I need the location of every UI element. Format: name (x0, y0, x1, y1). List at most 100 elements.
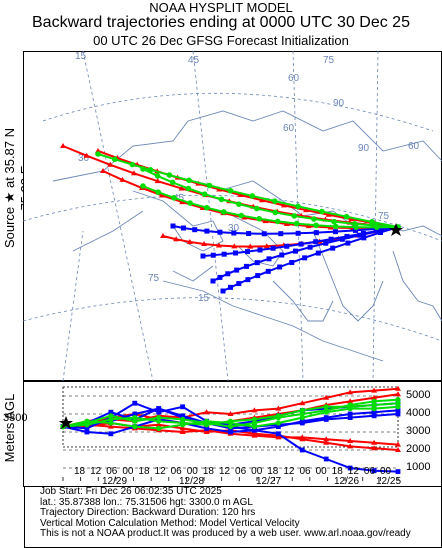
y-tick-label: 4000 (406, 407, 431, 419)
x-hour-tick-label: 12 (218, 466, 231, 477)
map-trajectory-point (295, 203, 301, 210)
map-trajectory-point (140, 183, 146, 189)
map-trajectory-point (179, 199, 186, 205)
vertical-point (155, 421, 162, 427)
vertical-point (347, 443, 354, 449)
vertical-point (395, 469, 401, 474)
map-trajectory-point (279, 252, 285, 258)
vertical-point (371, 398, 377, 404)
map-trajectory-point (330, 245, 336, 251)
map-trajectory-point (187, 200, 193, 206)
map-trajectory-point (192, 227, 198, 233)
vertical-point (275, 431, 281, 437)
y-tick-label: 3000 (406, 425, 431, 437)
vertical-point (179, 429, 186, 434)
map-trajectory-point (247, 243, 254, 249)
y-tick-label: 1000 (406, 461, 431, 473)
vertical-point (108, 409, 114, 415)
chart-subtitle: 00 UTC 26 Dec GFSG Forecast Initializati… (93, 33, 349, 48)
map-trajectory-point (284, 243, 290, 249)
vertical-point (395, 447, 401, 452)
vertical-point (204, 426, 209, 431)
map-trajectory-point (210, 252, 216, 258)
vertical-point (132, 400, 138, 406)
vertical-point (107, 423, 114, 429)
map-trajectory-point (289, 260, 295, 265)
x-date-tick-label: 12/27 (256, 476, 282, 487)
map-trajectory-point (244, 249, 250, 255)
x-hour-tick-label: 12 (347, 466, 359, 477)
map-trajectory-point (130, 170, 137, 176)
map-trajectory-point (353, 224, 359, 230)
x-hour-tick-label: 12 (154, 466, 166, 477)
vertical-point (347, 406, 353, 412)
map-trajectory-point (274, 218, 281, 225)
map-trajectory-point (154, 178, 161, 184)
vertical-point (371, 413, 377, 419)
chart-title: Backward trajectories ending at 0000 UTC… (32, 14, 410, 31)
vertical-point (323, 439, 330, 445)
map-trajectory-point (246, 231, 252, 237)
map-trajectory-point (266, 256, 272, 262)
map-trajectory-point (159, 192, 166, 198)
map-trajectory-point (259, 197, 266, 203)
map-trajectory-point (83, 152, 90, 158)
x-hour-tick-label: 06 (299, 466, 311, 477)
map-grid-label: 75 (323, 55, 335, 66)
map-trajectory-point (220, 288, 226, 294)
vertical-point (251, 407, 258, 413)
vertical-trajectories (60, 385, 401, 474)
vertical-ticks (62, 477, 399, 481)
x-hour-tick-label: 12 (90, 466, 102, 477)
map-trajectory-point (215, 242, 222, 248)
map-trajectory-point (186, 238, 193, 244)
vertical-point (371, 468, 377, 474)
vertical-profile-chart (23, 381, 442, 487)
source-label: Source ★ at 35.87 N 75.32 E (2, 127, 33, 249)
map-grid-label: 75 (148, 273, 160, 284)
x-hour-tick-label: 06 (106, 466, 118, 477)
vertical-plot-area (62, 386, 399, 448)
direction-line: Trajectory Direction: Backward Duration:… (40, 507, 256, 518)
map-trajectory-point (228, 284, 234, 290)
map-trajectory-point (280, 202, 287, 208)
map-trajectory-point (169, 179, 176, 186)
map-trajectory-point (231, 230, 237, 236)
map-trajectory-point (344, 233, 350, 239)
map-trajectory-point (234, 267, 240, 273)
vertical-point (84, 429, 90, 435)
map-trajectory-point (180, 225, 186, 231)
x-date-tick-label: 12/25 (376, 476, 402, 487)
vertical-point (132, 418, 138, 424)
map-trajectory-point (178, 185, 185, 191)
map-trajectory-point (203, 204, 210, 211)
vertical-point (84, 422, 90, 428)
map-trajectory-point (323, 240, 329, 246)
map-grid-label: 90 (333, 98, 345, 109)
vertical-point (108, 413, 114, 419)
map-trajectory-point (345, 240, 351, 246)
vertical-point (203, 429, 210, 434)
job-start-line: Job Start: Fri Dec 26 06:02:35 UTC 2025 (40, 486, 222, 497)
x-hour-tick-label: 18 (202, 466, 214, 477)
map-trajectory-point (225, 271, 231, 277)
map-trajectory-point (361, 235, 367, 241)
map-trajectory-point (278, 231, 284, 237)
vertical-point (299, 411, 305, 417)
map-trajectory-point (227, 187, 234, 194)
x-date-tick-label: 12/26 (334, 476, 360, 487)
map-trajectory-point (271, 198, 278, 204)
map-grid-label: 30 (228, 223, 240, 234)
map-trajectory-point (95, 151, 101, 157)
map-trajectory-point (249, 193, 256, 199)
vertical-point (84, 418, 90, 424)
map-trajectory-point (332, 229, 338, 235)
vertical-point (395, 385, 401, 391)
map-trajectory-point (254, 260, 260, 266)
vertical-point (299, 407, 305, 413)
map-trajectory-point (119, 176, 126, 182)
x-hour-tick-label: 00 (186, 466, 198, 477)
map-trajectory-point (293, 220, 300, 227)
vertical-point (395, 441, 401, 447)
map-trajectory-point (220, 209, 227, 215)
